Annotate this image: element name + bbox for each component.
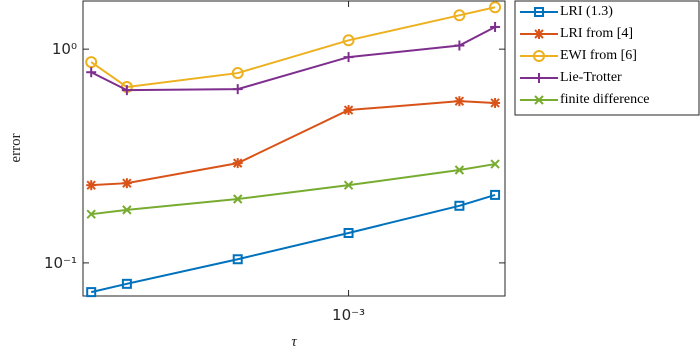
marker-shape xyxy=(453,9,466,22)
marker-shape xyxy=(121,278,132,289)
marker-stroke xyxy=(86,209,96,219)
y-tick-label: 10⁰ xyxy=(52,40,77,58)
marker xyxy=(343,105,354,116)
marker-shape xyxy=(86,287,97,298)
marker xyxy=(534,73,544,83)
legend-box xyxy=(514,0,700,116)
marker xyxy=(231,67,244,80)
marker-shape xyxy=(342,34,355,47)
marker xyxy=(490,21,501,32)
marker-stroke xyxy=(233,194,243,204)
marker-shape xyxy=(231,67,244,80)
marker xyxy=(85,56,98,69)
marker-shape xyxy=(534,7,544,17)
marker-shape xyxy=(343,227,354,238)
legend-label: EWI from [6] xyxy=(560,48,637,63)
marker-stroke xyxy=(490,98,500,108)
marker-stroke xyxy=(343,105,354,115)
marker xyxy=(121,178,132,189)
marker xyxy=(343,180,354,190)
marker-shape xyxy=(85,56,98,69)
marker xyxy=(454,200,465,211)
legend-label: LRI from [4] xyxy=(560,26,633,41)
marker xyxy=(534,95,544,105)
marker xyxy=(490,97,501,108)
marker-stroke xyxy=(490,159,500,169)
x-tick-label: 10⁻³ xyxy=(332,306,365,324)
marker xyxy=(232,158,243,169)
marker xyxy=(454,40,465,51)
legend-label: Lie-Trotter xyxy=(560,70,622,85)
marker-stroke xyxy=(534,95,544,105)
y-axis-label: error xyxy=(8,133,24,162)
marker xyxy=(86,209,96,219)
legend-label: LRI (1.3) xyxy=(560,4,613,19)
series-line xyxy=(90,26,496,92)
marker xyxy=(534,7,544,17)
marker-stroke xyxy=(343,180,354,190)
marker xyxy=(121,85,132,96)
marker xyxy=(122,205,132,215)
marker xyxy=(454,165,465,175)
marker-stroke xyxy=(534,29,544,39)
marker-shape xyxy=(232,254,243,265)
marker xyxy=(490,189,501,200)
marker xyxy=(342,34,355,47)
marker-shape xyxy=(533,50,545,62)
plot-area xyxy=(82,0,506,297)
marker-stroke xyxy=(122,178,132,188)
legend-label: finite difference xyxy=(560,92,650,107)
series-line xyxy=(91,163,496,216)
marker xyxy=(232,84,243,95)
marker-stroke xyxy=(86,180,96,190)
marker-shape xyxy=(489,1,502,14)
marker xyxy=(86,67,97,78)
marker-stroke xyxy=(454,96,465,106)
x-axis-label: τ xyxy=(291,334,297,350)
y-tick-label: 10⁻¹ xyxy=(44,254,77,272)
marker xyxy=(490,159,500,169)
marker xyxy=(86,180,97,191)
marker-stroke xyxy=(454,165,465,175)
series-line xyxy=(90,6,496,89)
marker xyxy=(489,1,502,14)
marker-shape xyxy=(454,200,465,211)
marker xyxy=(86,287,97,298)
marker xyxy=(454,96,465,107)
marker xyxy=(232,254,243,265)
marker xyxy=(453,9,466,22)
series-line xyxy=(91,100,496,187)
series-line xyxy=(90,193,496,294)
marker xyxy=(343,227,354,238)
marker xyxy=(343,52,354,63)
marker xyxy=(121,278,132,289)
marker xyxy=(233,194,243,204)
marker xyxy=(534,29,544,39)
marker-stroke xyxy=(122,205,132,215)
marker-stroke xyxy=(233,158,243,168)
marker-shape xyxy=(490,189,501,200)
marker xyxy=(533,50,545,62)
